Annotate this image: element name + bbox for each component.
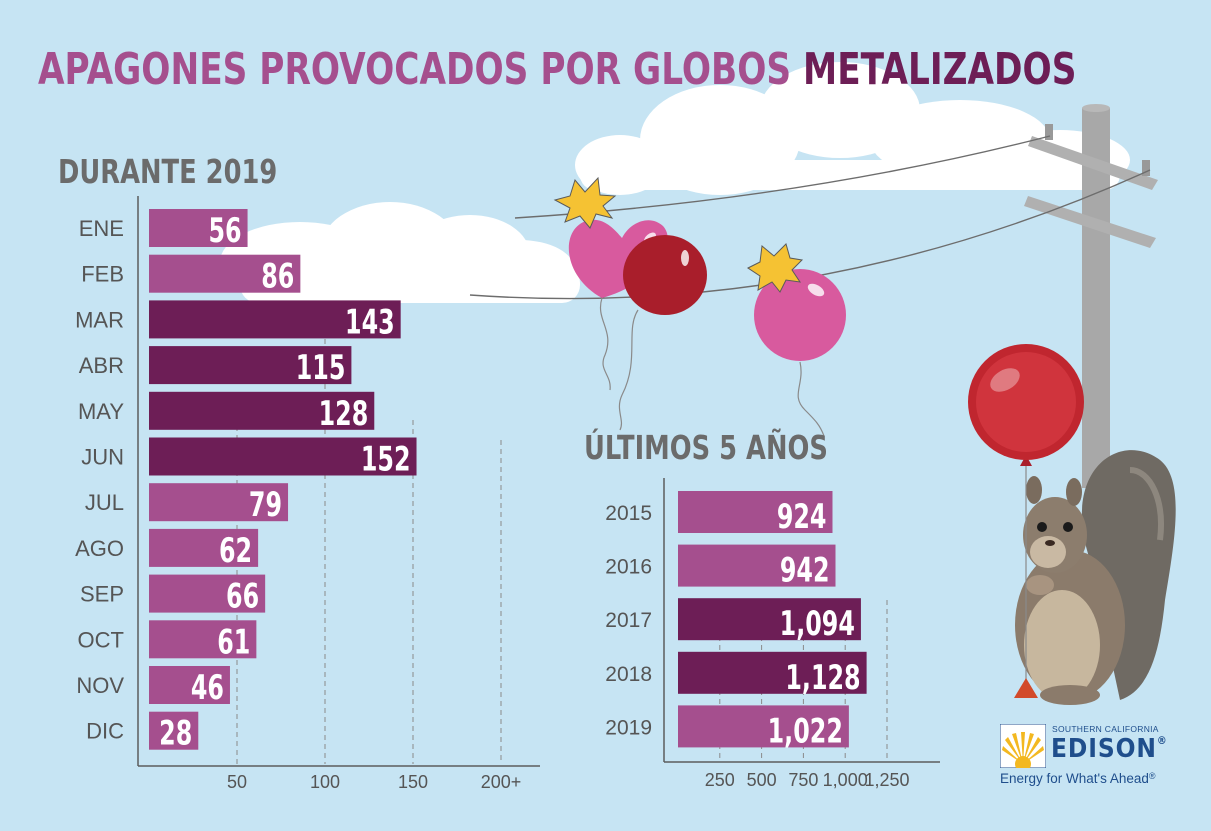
month-category-label: DIC — [86, 719, 124, 744]
year-value-label: 1,128 — [785, 658, 860, 697]
logo-tagline-text: Energy for What's Ahead — [1000, 771, 1149, 786]
month-category-label: JUL — [85, 490, 124, 515]
month-category-label: ENE — [79, 216, 124, 241]
yearly-chart-title: ÚLTIMOS 5 AÑOS — [584, 428, 828, 467]
logo-tagline: Energy for What's Ahead® — [1000, 771, 1156, 786]
squirrel-icon — [1015, 450, 1176, 705]
month-value-label: 79 — [249, 485, 282, 524]
month-bar — [149, 711, 199, 750]
month-bar — [149, 437, 417, 476]
month-value-label: 61 — [217, 622, 250, 661]
month-bar — [149, 574, 266, 613]
year-value-label: 1,022 — [768, 711, 843, 750]
red-balloon-icon — [618, 235, 707, 431]
logo-company-name: EDISON — [1051, 734, 1157, 764]
month-category-label: SEP — [80, 582, 124, 607]
year-xtick-label: 500 — [747, 770, 777, 790]
month-category-label: MAR — [75, 307, 124, 332]
logo-tagline-mark: ® — [1148, 771, 1156, 781]
month-category-label: AGO — [75, 536, 124, 561]
month-bar — [149, 209, 248, 247]
month-xtick-label: 200+ — [481, 772, 522, 792]
month-category-label: OCT — [78, 627, 124, 652]
month-category-label: ABR — [79, 353, 124, 378]
logo-registered: ® — [1156, 734, 1168, 747]
month-value-label: 152 — [361, 439, 411, 478]
year-category-label: 2019 — [605, 716, 652, 739]
month-bar — [149, 300, 401, 339]
year-xtick-label: 250 — [705, 770, 735, 790]
month-value-label: 143 — [345, 302, 395, 341]
month-value-label: 56 — [208, 211, 241, 250]
month-xtick-label: 100 — [310, 772, 340, 792]
year-category-label: 2018 — [605, 663, 652, 686]
month-category-label: MAY — [78, 399, 124, 424]
year-value-label: 924 — [777, 497, 827, 536]
month-xtick-label: 50 — [227, 772, 247, 792]
month-bar — [149, 254, 301, 293]
month-bar — [149, 391, 375, 430]
title-part2: METALIZADOS — [803, 44, 1077, 95]
month-value-label: 28 — [159, 713, 192, 752]
red-balloon-squirrel-icon — [968, 344, 1084, 698]
year-bar — [678, 491, 833, 533]
year-bar — [678, 651, 867, 694]
month-value-label: 62 — [219, 531, 252, 570]
month-value-label: 86 — [261, 256, 294, 295]
month-category-label: JUN — [81, 445, 124, 470]
pink-balloon-icon — [747, 243, 846, 437]
year-xtick-label: 1,250 — [864, 770, 909, 790]
month-value-label: 66 — [226, 576, 259, 615]
month-bar — [149, 346, 352, 385]
edison-logo: SOUTHERN CALIFORNIA EDISON® Energy for W… — [1000, 722, 1190, 792]
monthly-chart: ENE 56 FEB 86 MAR 143 ABR 115 MAY 128 JUN 152 JUL 79 A… — [75, 196, 540, 792]
logo-company-small: SOUTHERN CALIFORNIA — [1052, 724, 1159, 734]
month-bar — [149, 528, 259, 567]
month-category-label: FEB — [81, 262, 124, 287]
month-category-label: NOV — [76, 673, 124, 698]
month-xtick-label: 150 — [398, 772, 428, 792]
month-value-label: 128 — [319, 394, 369, 433]
year-xtick-label: 1,000 — [823, 770, 868, 790]
year-bar — [678, 705, 849, 748]
month-bar — [149, 620, 257, 659]
month-value-label: 46 — [191, 668, 224, 707]
year-category-label: 2016 — [605, 556, 652, 579]
sun-logo-icon — [1000, 724, 1046, 768]
monthly-chart-title: DURANTE 2019 — [58, 152, 278, 191]
month-bar — [149, 666, 230, 704]
month-bar — [149, 483, 289, 522]
yearly-chart: 2015 924 2016 942 2017 1,094 2018 1,128 2019 1,02… — [605, 478, 940, 790]
heart-balloon-icon — [553, 176, 668, 391]
year-category-label: 2017 — [605, 609, 652, 632]
logo-company-big: EDISON® — [1051, 734, 1168, 764]
year-category-label: 2015 — [605, 502, 652, 525]
page-title: APAGONES PROVOCADOS POR GLOBOS METALIZAD… — [38, 44, 1076, 95]
year-value-label: 942 — [780, 550, 830, 589]
year-bar — [678, 544, 836, 587]
year-value-label: 1,094 — [780, 604, 855, 643]
year-bar — [678, 598, 861, 641]
title-part1: APAGONES PROVOCADOS POR GLOBOS — [38, 44, 792, 95]
year-xtick-label: 750 — [788, 770, 818, 790]
month-value-label: 115 — [296, 348, 346, 387]
